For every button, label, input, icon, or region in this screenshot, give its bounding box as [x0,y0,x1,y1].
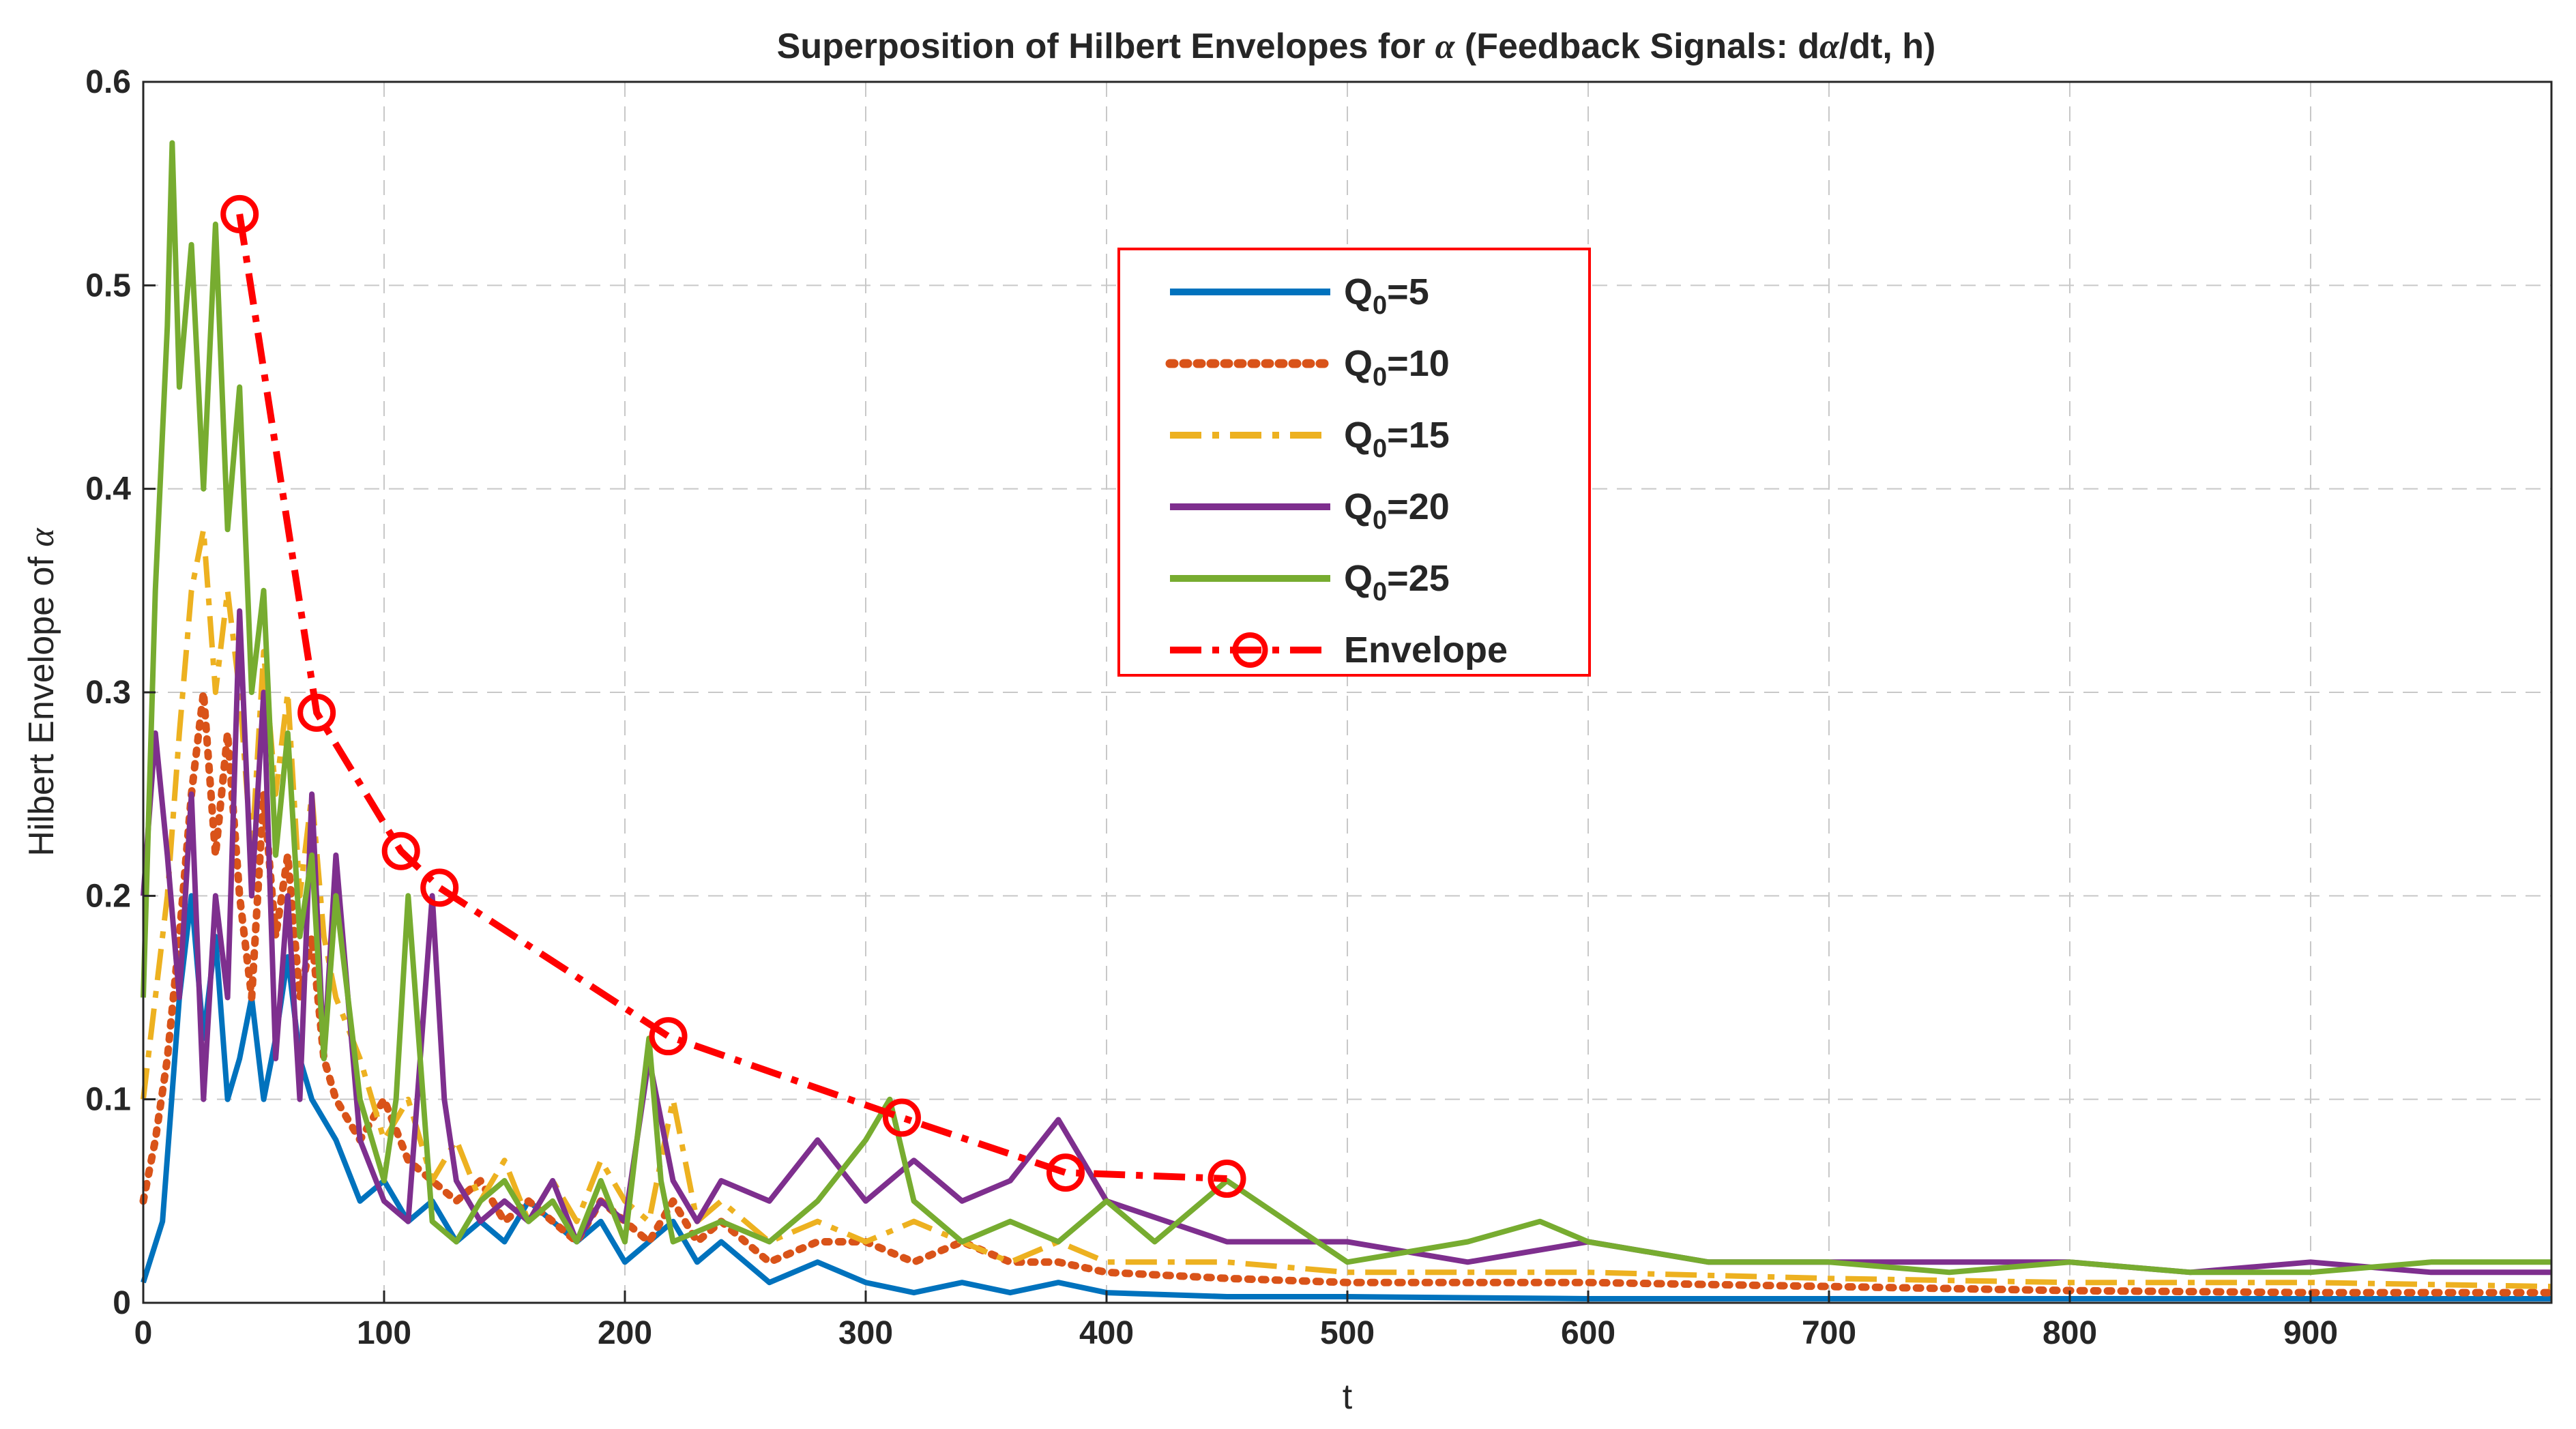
envelope-marker [1208,1160,1246,1198]
x-tick-label: 800 [2043,1315,2097,1351]
y-tick-label: 0.6 [85,64,131,100]
legend-label: Envelope [1344,630,1508,671]
series-line-5 [236,213,1227,1182]
x-axis-label: t [1343,1377,1353,1417]
series-line-4 [141,140,2551,1276]
x-tick-label: 400 [1079,1315,1134,1351]
legend-entry: Q0=25 [1170,558,1450,606]
chart-title: Superposition of Hilbert Envelopes for α… [777,27,1936,66]
y-tick-label: 0.1 [85,1082,131,1118]
y-tick-label: 0.2 [85,878,131,914]
y-tick-label: 0.5 [85,267,131,304]
x-tick-label: 500 [1320,1315,1375,1351]
legend-entry: Q0=10 [1165,343,1450,392]
x-tick-label: 900 [2283,1315,2338,1351]
envelope-marker [1046,1153,1085,1192]
legend-label: Q0=5 [1344,271,1429,320]
series-line-3 [141,608,2551,1276]
legend-label: Q0=15 [1344,415,1450,463]
legend-label: Q0=20 [1344,486,1450,535]
envelope-marker [649,1017,688,1056]
legend-entry: Q0=15 [1170,415,1450,463]
x-tick-label: 100 [357,1315,411,1351]
legend-entry: Envelope [1170,630,1508,671]
x-tick-label: 0 [134,1315,153,1351]
legend-entry: Q0=20 [1170,486,1450,535]
series-layer [139,140,2556,1301]
legend-marker [1232,632,1268,668]
envelope-marker [220,194,259,233]
legend: Q0=5 Q0=10 Q0=15 Q0=20 Q0=25 Envelope [1117,248,1591,677]
y-tick-label: 0.3 [85,675,131,711]
x-tick-label: 700 [1802,1315,1856,1351]
x-ticks: 0 100 200 300 400 500 600 700 800 900 [134,1291,2338,1351]
y-ticks: 0 0.1 0.2 0.3 0.4 0.5 0.6 [85,64,156,1321]
envelope-marker [420,868,459,907]
legend-label: Q0=25 [1344,558,1450,606]
legend-label: Q0=10 [1344,343,1450,392]
envelope-marker [381,831,420,870]
y-axis-label: Hilbert Envelope of α [22,527,61,857]
y-tick-label: 0.4 [85,471,131,507]
x-tick-label: 300 [838,1315,893,1351]
x-tick-label: 200 [598,1315,652,1351]
legend-box [1117,248,1591,677]
envelope-marker [297,693,336,732]
x-tick-label: 600 [1561,1315,1615,1351]
series-line-1 [139,688,2556,1297]
envelope-marker [882,1098,921,1137]
legend-entry: Q0=5 [1170,271,1429,320]
y-tick-label: 0 [113,1285,131,1321]
